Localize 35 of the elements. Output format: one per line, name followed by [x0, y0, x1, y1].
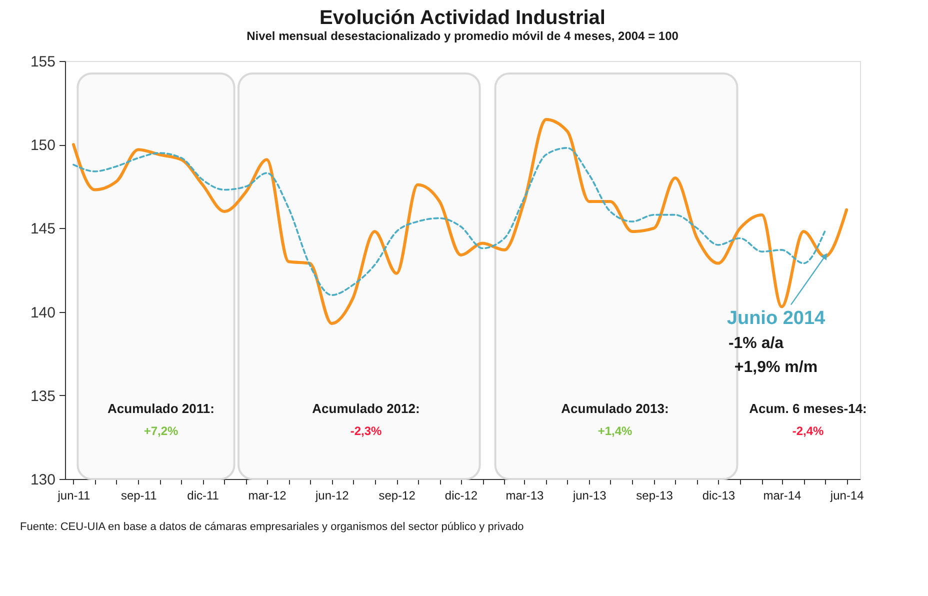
x-tick-label: dic-13 [702, 488, 736, 502]
x-tick-label: dic-11 [187, 488, 220, 502]
annotation: -2,4% [792, 424, 824, 438]
x-tick-label: jun-13 [572, 488, 607, 502]
annotation: -2,3% [350, 424, 382, 438]
y-tick-label: 140 [30, 304, 56, 322]
annotation: -1% a/a [728, 335, 784, 352]
x-tick-label: sep-13 [636, 488, 674, 502]
y-tick-label: 145 [30, 220, 56, 238]
annotation: +7,2% [144, 424, 179, 438]
annotation: Acum. 6 meses-14: [749, 401, 867, 416]
x-tick-label: jun-11 [56, 488, 91, 502]
annotation: +1,4% [598, 424, 633, 438]
x-tick-label: sep-11 [120, 488, 158, 502]
y-tick-label: 135 [30, 388, 56, 405]
x-tick-label: dic-12 [444, 488, 478, 502]
line-series [72, 118, 848, 326]
y-tick-label: 130 [30, 472, 56, 488]
x-tick-label: jun-14 [829, 488, 864, 502]
source-note: Fuente: CEU-UIA en base a datos de cámaras empresariales y organismos del sector público y privado [20, 521, 524, 533]
x-tick-label: jun-12 [314, 488, 350, 502]
line-series [72, 147, 826, 296]
annotation: Acumulado 2013: [561, 401, 669, 416]
y-tick-label: 155 [30, 54, 56, 70]
annotation: Junio 2014 [726, 308, 826, 329]
chart-title: Evolución Actividad Industrial [320, 7, 606, 29]
x-tick-label: mar-13 [506, 488, 544, 502]
annotation: Acumulado 2011: [108, 401, 214, 416]
y-tick-label: 150 [30, 137, 56, 154]
x-tick-label: mar-14 [763, 488, 802, 502]
annotation: Acumulado 2012: [312, 401, 420, 416]
x-tick-label: sep-12 [378, 488, 416, 502]
x-tick-label: mar-12 [248, 488, 287, 502]
chart-subtitle: Nivel mensual desestacionalizado y promedio móvil de 4 meses, 2004 = 100 [246, 29, 679, 43]
annotation: +1,9% m/m [734, 359, 818, 376]
